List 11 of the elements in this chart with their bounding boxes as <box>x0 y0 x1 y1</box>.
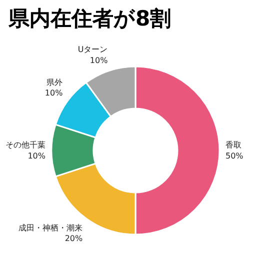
data-label: 50% <box>226 151 244 160</box>
data-label: 20% <box>64 234 83 244</box>
data-label: 10% <box>90 56 108 65</box>
slice-label: 成田・神栖・潮来 <box>18 223 83 232</box>
slice-label: 県外 <box>46 78 63 87</box>
data-label: 10% <box>28 151 46 160</box>
chart-title: 県内在住者が8割 <box>8 6 172 30</box>
slice-label: Uターン <box>78 45 108 54</box>
slice-label: その他千葉 <box>6 140 46 150</box>
slice-label: 香取 <box>226 140 242 150</box>
data-label: 10% <box>44 88 64 98</box>
